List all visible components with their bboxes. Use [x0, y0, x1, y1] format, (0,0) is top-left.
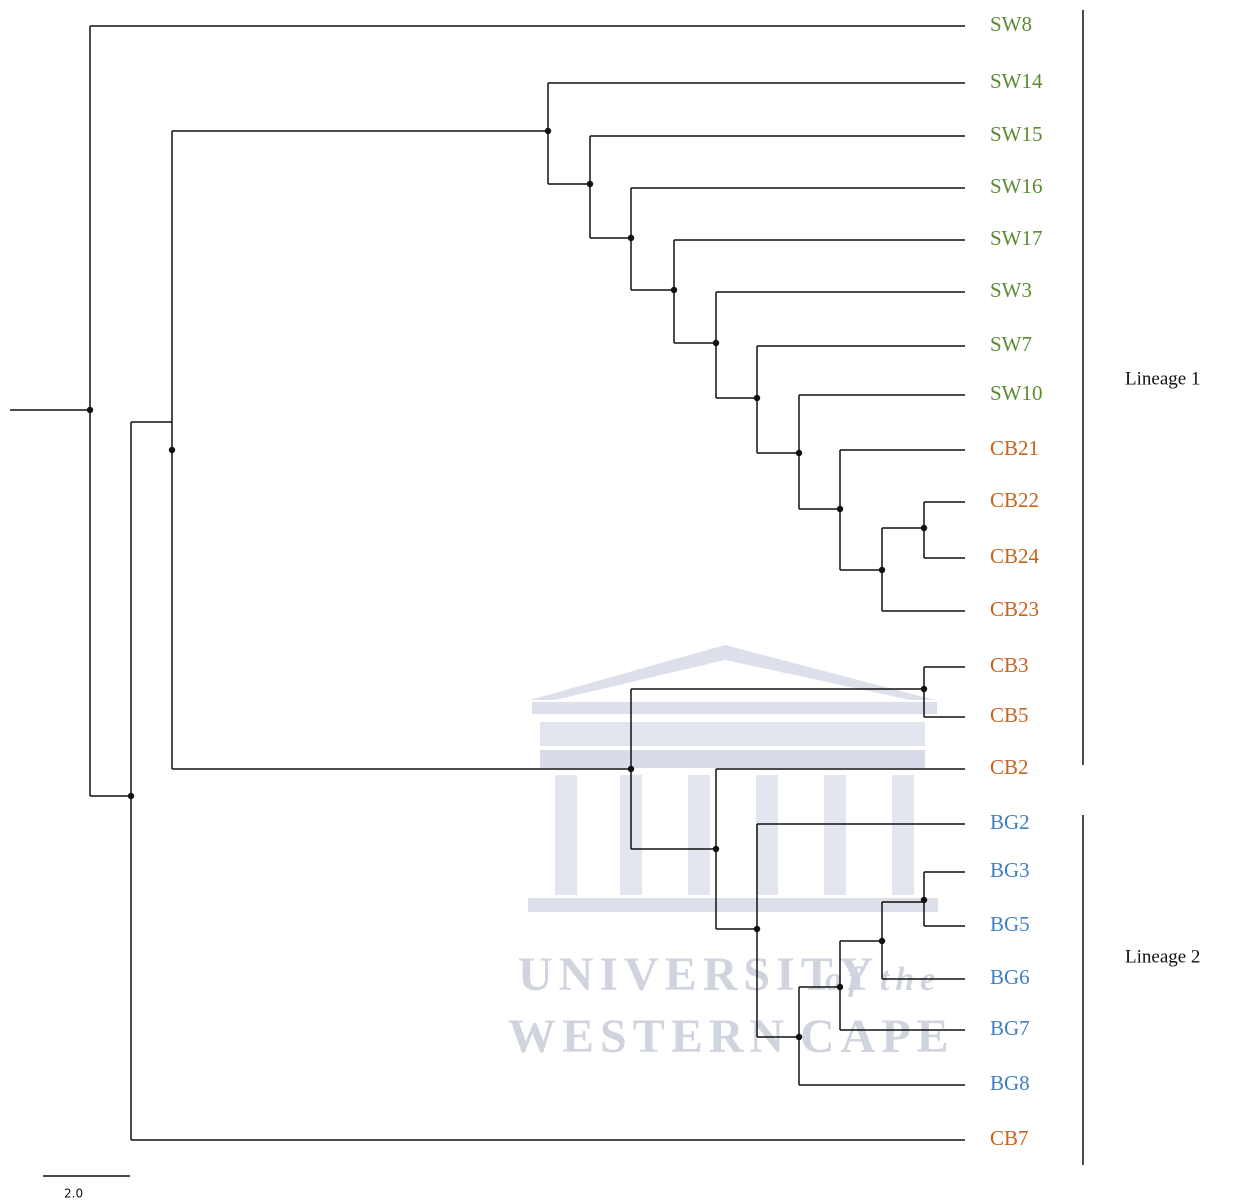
node	[754, 926, 760, 932]
watermark: UNIVERSITY of the WESTERN CAPE	[508, 645, 955, 1063]
leaf-label: SW17	[990, 226, 1043, 250]
leaf-label: CB3	[990, 653, 1029, 677]
node	[128, 793, 134, 799]
node	[879, 938, 885, 944]
leaf-label: BG8	[990, 1071, 1030, 1095]
leaf-labels: SW8 SW14 SW15 SW16 SW17 SW3 SW7 SW10 CB21 CB22 CB2…	[990, 12, 1043, 1150]
node	[587, 181, 593, 187]
node	[921, 897, 927, 903]
watermark-text: WESTERN	[508, 1010, 790, 1063]
leaf-label: BG7	[990, 1016, 1030, 1040]
scale-label: 2.0	[64, 1187, 83, 1201]
leaf-label: SW8	[990, 12, 1032, 36]
node	[921, 686, 927, 692]
node	[754, 395, 760, 401]
node	[628, 235, 634, 241]
leaf-label: CB23	[990, 597, 1039, 621]
leaf-label: CB22	[990, 488, 1039, 512]
leaf-label: BG6	[990, 965, 1030, 989]
leaf-label: SW15	[990, 122, 1043, 146]
leaf-label: CB5	[990, 703, 1029, 727]
node	[545, 128, 551, 134]
lineage-label: Lineage 1	[1125, 368, 1200, 389]
node	[628, 766, 634, 772]
lineage-label: Lineage 2	[1125, 946, 1200, 967]
node	[879, 567, 885, 573]
leaf-label: CB7	[990, 1126, 1029, 1150]
node	[921, 525, 927, 531]
node	[713, 846, 719, 852]
leaf-label: CB21	[990, 436, 1039, 460]
watermark-text: CAPE	[800, 1010, 955, 1063]
leaf-label: BG3	[990, 858, 1030, 882]
node	[796, 450, 802, 456]
leaf-label: CB24	[990, 544, 1040, 568]
leaf-label: BG5	[990, 912, 1030, 936]
node	[169, 447, 175, 453]
node	[713, 340, 719, 346]
leaf-label: SW3	[990, 278, 1032, 302]
node	[837, 506, 843, 512]
node	[87, 407, 93, 413]
phylogenetic-tree: UNIVERSITY of the WESTERN CAPE SW8SW14SW…	[0, 0, 1234, 1203]
leaf-label: SW7	[990, 332, 1032, 356]
leaf-label: SW10	[990, 381, 1043, 405]
leaf-label: CB2	[990, 755, 1029, 779]
leaf-label: BG2	[990, 810, 1030, 834]
leaf-label: SW16	[990, 174, 1043, 198]
node	[671, 287, 677, 293]
node	[837, 984, 843, 990]
node	[796, 1034, 802, 1040]
leaf-label: SW14	[990, 69, 1043, 93]
